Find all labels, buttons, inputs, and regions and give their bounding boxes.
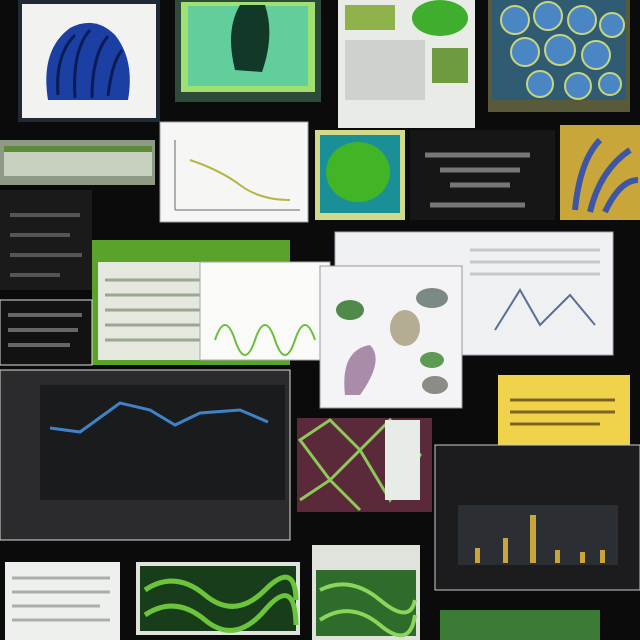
- plant: [231, 5, 270, 72]
- panel-blue-blob: [18, 0, 160, 122]
- panel-chalk-text: [410, 130, 555, 220]
- plant: [572, 137, 639, 214]
- scribble: [425, 152, 530, 208]
- panel-green-strip: [440, 610, 600, 640]
- panel-yellow-plant: [560, 125, 640, 220]
- cell: [598, 72, 622, 96]
- cell: [526, 70, 554, 98]
- panel-document: [338, 0, 475, 128]
- plot: [458, 505, 618, 565]
- line: [494, 288, 596, 331]
- paper: [5, 562, 120, 640]
- bar: [503, 538, 508, 563]
- mesh: [143, 574, 299, 633]
- bar: [555, 550, 560, 563]
- shape: [336, 300, 364, 320]
- waves: [214, 324, 316, 356]
- image: [345, 5, 395, 30]
- cell: [510, 37, 540, 67]
- shape: [422, 376, 448, 394]
- board: [0, 299, 93, 366]
- panel-blue-line-chart: [0, 369, 291, 541]
- shape: [344, 345, 376, 395]
- rows: [510, 398, 615, 426]
- image: [432, 48, 468, 83]
- mesh-bg: [140, 566, 296, 631]
- bar: [475, 548, 480, 563]
- bar: [580, 552, 585, 563]
- strip: [440, 610, 600, 640]
- bar: [530, 515, 536, 563]
- cell: [564, 72, 592, 100]
- cell: [544, 34, 576, 66]
- panel-shapes: [319, 265, 463, 409]
- rows: [105, 278, 270, 342]
- cell-group: [500, 1, 625, 100]
- scribble: [8, 313, 82, 347]
- mesh-bg: [316, 570, 416, 636]
- line: [49, 401, 269, 434]
- cell: [581, 40, 611, 70]
- panel-green-blob: [315, 130, 405, 220]
- ridges: [56, 28, 124, 99]
- panel-cells: [488, 0, 630, 112]
- panel-dark-text: [0, 190, 92, 290]
- paper: [560, 125, 640, 220]
- paper: [385, 420, 420, 500]
- mesh: [318, 582, 417, 638]
- cell: [599, 12, 625, 38]
- cell: [500, 5, 530, 35]
- blob: [326, 142, 390, 202]
- header: [4, 146, 152, 152]
- panel-table-strip: [0, 140, 155, 185]
- shape: [416, 288, 448, 308]
- panel-green-mesh: [136, 562, 300, 635]
- rows: [470, 248, 600, 276]
- panel-wave-chart: [199, 261, 331, 361]
- panel-dark-text-2: [0, 299, 93, 366]
- shape: [420, 352, 444, 368]
- panel-bottom-doc: [5, 562, 120, 640]
- panel-red-cells: [297, 417, 432, 512]
- axes: [174, 140, 300, 211]
- bar: [600, 550, 605, 563]
- plot: [40, 385, 285, 500]
- rows: [12, 576, 110, 622]
- cell: [533, 1, 563, 31]
- scribble: [10, 213, 82, 277]
- paper: [498, 375, 630, 445]
- image: [412, 0, 468, 36]
- panel-green-mesh-2: [312, 545, 420, 640]
- table: [345, 40, 425, 100]
- cell: [567, 5, 597, 35]
- panel-yellow-doc: [498, 375, 630, 445]
- bars: [475, 515, 605, 563]
- paper: [199, 261, 331, 361]
- paper: [159, 121, 309, 223]
- shape: [390, 310, 420, 346]
- line: [189, 159, 291, 201]
- panel-bar-chart: [434, 444, 640, 591]
- panel-line-chart: [159, 121, 309, 223]
- panel-green-plant: [175, 0, 321, 102]
